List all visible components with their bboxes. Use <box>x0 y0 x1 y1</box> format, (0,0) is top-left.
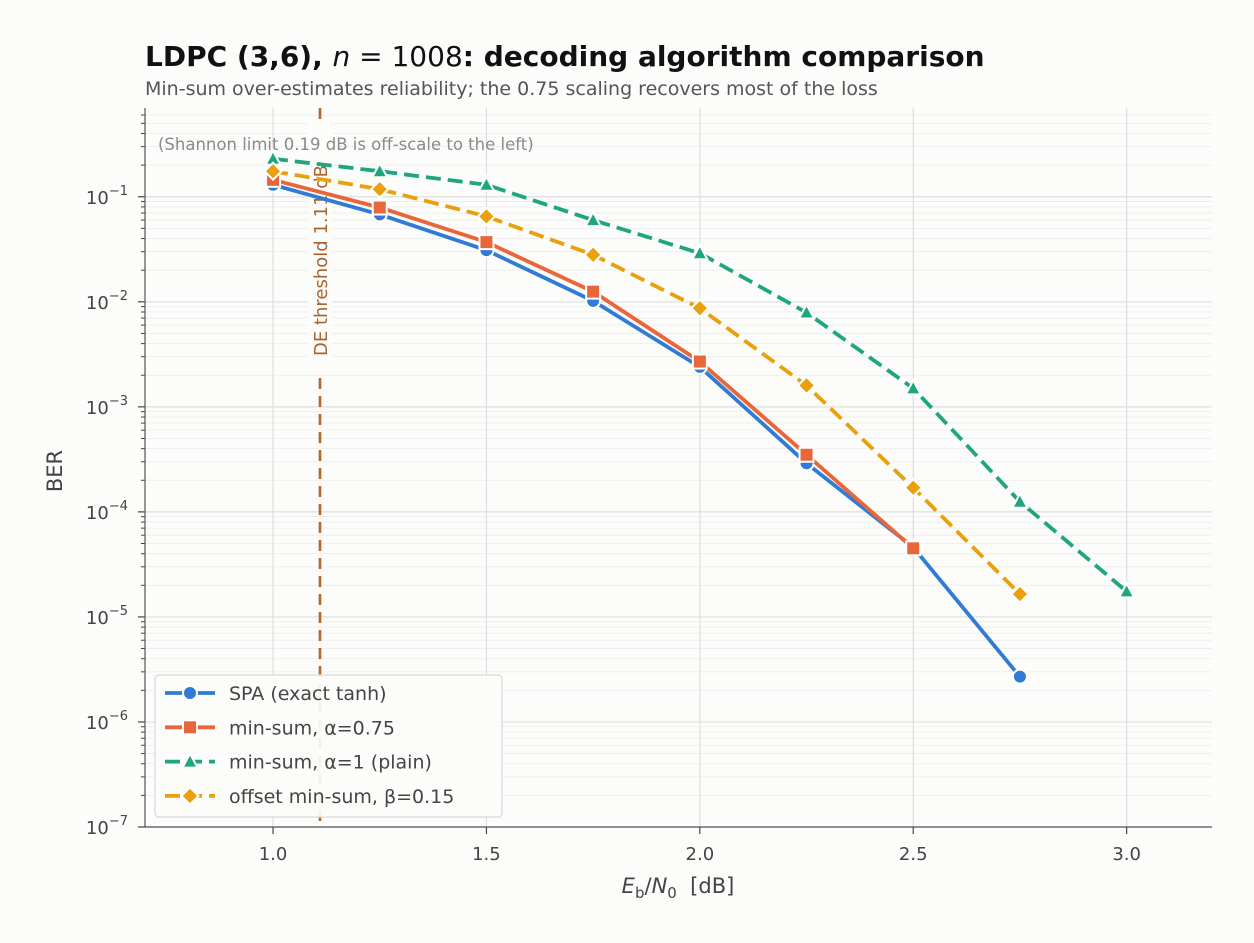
series-group <box>263 148 1136 685</box>
x-axis-label: Eb/N0 [dB] <box>622 874 735 902</box>
data-point <box>476 206 497 227</box>
data-point <box>585 283 602 300</box>
data-point <box>477 174 496 192</box>
data-point <box>583 209 603 228</box>
data-point <box>1010 584 1030 604</box>
data-point <box>371 199 388 216</box>
legend-label: offset min-sum, β=0.15 <box>229 786 454 808</box>
legend-item-2: min-sum, α=1 (plain) <box>165 751 432 774</box>
x-tick-labels: 1.0 1.5 2.0 2.5 3.0 <box>259 844 1141 865</box>
series-1 <box>265 171 922 557</box>
x-tick-label: 1.0 <box>259 844 288 865</box>
data-point <box>904 378 923 396</box>
y-tick-label: 10−2 <box>86 289 128 314</box>
legend-item-0: SPA (exact tanh) <box>165 683 387 705</box>
x-tick-label: 2.0 <box>686 844 715 865</box>
legend-label: min-sum, α=0.75 <box>229 717 395 739</box>
legend-label: min-sum, α=1 (plain) <box>229 752 432 774</box>
data-point <box>1117 581 1136 599</box>
y-tick-label: 10−1 <box>86 184 128 209</box>
threshold-label: DE threshold 1.11 dB <box>311 165 332 356</box>
series-2 <box>263 148 1136 599</box>
y-tick-label: 10−7 <box>86 814 128 839</box>
y-tick-label: 10−5 <box>86 604 128 629</box>
data-point <box>691 353 708 370</box>
legend-swatch-marker <box>182 685 198 701</box>
series-line <box>272 169 1022 596</box>
data-point <box>478 234 495 251</box>
axes <box>138 108 1212 834</box>
legend-item-1: min-sum, α=0.75 <box>165 717 395 739</box>
x-tick-label: 3.0 <box>1112 844 1141 865</box>
y-axis-label: BER <box>43 450 67 492</box>
y-tick-labels: 10−1 10−2 10−3 10−4 10−5 10−6 10−7 <box>86 184 128 839</box>
chart-subtitle: Min-sum over-estimates reliability; the … <box>145 78 878 100</box>
x-tick-label: 1.5 <box>472 844 501 865</box>
chart-title: LDPC (3,6), n = 1008: decoding algorithm… <box>145 40 985 73</box>
y-tick-label: 10−3 <box>86 394 128 419</box>
data-point <box>796 375 817 396</box>
y-tick-label: 10−4 <box>86 499 128 524</box>
legend-item-3: offset min-sum, β=0.15 <box>165 786 454 808</box>
legend-swatch-marker <box>180 751 200 769</box>
legend-label: SPA (exact tanh) <box>229 683 387 705</box>
data-point <box>1010 491 1030 509</box>
data-point <box>690 243 710 261</box>
data-point <box>798 446 815 463</box>
series-3 <box>263 161 1030 604</box>
data-point <box>797 302 816 320</box>
legend-box <box>154 674 503 818</box>
series-line <box>272 156 1128 593</box>
data-point <box>905 540 922 557</box>
data-point <box>583 244 604 265</box>
x-tick-label: 2.5 <box>899 844 928 865</box>
shannon-note: (Shannon limit 0.19 dB is off-scale to t… <box>158 135 534 154</box>
data-point <box>369 179 390 200</box>
legend-swatch-marker <box>182 719 198 736</box>
legend-swatch-marker <box>180 785 200 806</box>
y-tick-label: 10−6 <box>86 709 128 734</box>
data-point <box>903 477 924 498</box>
data-point <box>1011 668 1028 685</box>
data-point <box>370 161 389 179</box>
data-point <box>689 298 710 319</box>
data-point <box>263 161 283 182</box>
legend: SPA (exact tanh) min-sum, α=0.75 min-sum, … <box>154 674 503 818</box>
